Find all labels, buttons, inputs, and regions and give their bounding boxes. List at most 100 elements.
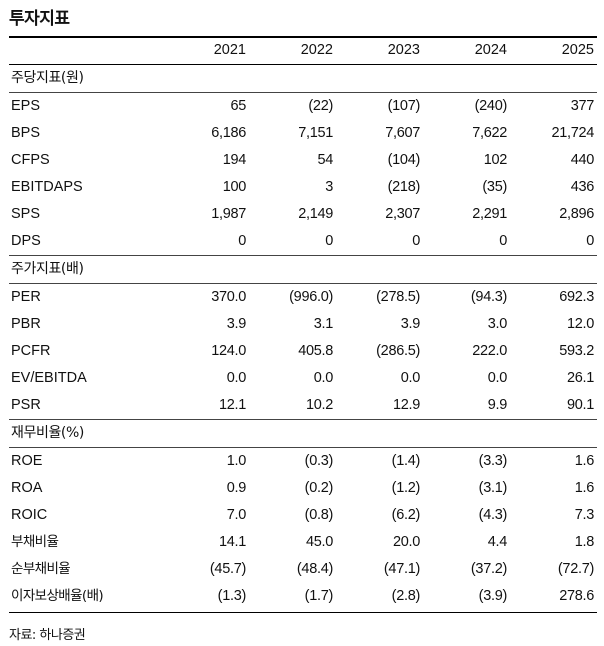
- table-row: PER 370.0 (996.0) (278.5) (94.3) 692.3: [9, 283, 597, 312]
- table-cell: 124.0: [211, 343, 246, 359]
- table-cell: 0: [412, 233, 420, 249]
- table-row: ROE 1.0 (0.3) (1.4) (3.3) 1.6: [9, 447, 597, 476]
- table-cell: 0.9: [226, 480, 247, 496]
- section-header: 주가지표(배): [9, 255, 597, 284]
- table-cell: (22): [308, 98, 333, 114]
- table-cell: 370.0: [211, 289, 246, 305]
- table-cell: 2,149: [298, 206, 333, 222]
- table-cell: (45.7): [209, 561, 246, 577]
- table-cell: 1.6: [574, 480, 595, 496]
- table-cell: 7.0: [226, 507, 247, 523]
- year-header: 2025: [561, 42, 594, 58]
- table-cell: (240): [474, 98, 508, 114]
- table-row: 부채비율 14.1 45.0 20.0 4.4 1.8: [9, 529, 597, 556]
- table-cell: 278.6: [559, 588, 594, 604]
- table-cell: 2,307: [385, 206, 420, 222]
- page-title: 투자지표: [9, 9, 70, 29]
- row-label: PBR: [11, 316, 41, 332]
- table-cell: (37.2): [470, 561, 507, 577]
- indicators-body: 주당지표(원) EPS 65 (22) (107) (240) 377 BPS 6,186 7,1…: [9, 65, 597, 611]
- row-label: BPS: [11, 125, 41, 141]
- row-label: PER: [11, 289, 41, 305]
- table-cell: 9.9: [487, 397, 508, 413]
- table-cell: 1.8: [574, 534, 595, 550]
- table-cell: (35): [482, 179, 507, 195]
- table-cell: (1.3): [217, 588, 247, 604]
- table-row: PCFR 124.0 405.8 (286.5) 222.0 593.2: [9, 338, 597, 365]
- row-label: CFPS: [11, 152, 50, 168]
- table-row: EV/EBITDA 0.0 0.0 0.0 0.0 26.1: [9, 365, 597, 392]
- table-row: PBR 3.9 3.1 3.9 3.0 12.0: [9, 311, 597, 338]
- row-label: PSR: [11, 397, 41, 413]
- table-cell: (3.9): [478, 588, 508, 604]
- table-cell: 54: [317, 152, 333, 168]
- table-cell: 692.3: [559, 289, 594, 305]
- table-cell: (1.4): [391, 453, 421, 469]
- table-cell: 0: [499, 233, 507, 249]
- table-row: 이자보상배율(배) (1.3) (1.7) (2.8) (3.9) 278.6: [9, 583, 597, 610]
- table-cell: (72.7): [557, 561, 594, 577]
- table-cell: 440: [570, 152, 595, 168]
- table-cell: (107): [387, 98, 421, 114]
- bottom-rule: [9, 612, 597, 613]
- table-cell: 1,987: [211, 206, 246, 222]
- table-cell: 0: [238, 233, 246, 249]
- table-cell: (278.5): [376, 289, 420, 305]
- table-row: DPS 0 0 0 0 0: [9, 228, 597, 256]
- table-row: ROIC 7.0 (0.8) (6.2) (4.3) 7.3: [9, 502, 597, 529]
- table-cell: (6.2): [391, 507, 421, 523]
- section-header-row: 주가지표(배): [9, 255, 597, 284]
- table-cell: 1.6: [574, 453, 595, 469]
- table-cell: 405.8: [298, 343, 333, 359]
- table-cell: 6,186: [211, 125, 246, 141]
- table-cell: 65: [230, 98, 246, 114]
- table-cell: (104): [387, 152, 421, 168]
- row-label: SPS: [11, 206, 41, 222]
- table-cell: (2.8): [391, 588, 421, 604]
- table-cell: 436: [570, 179, 595, 195]
- row-label: EBITDAPS: [11, 179, 83, 195]
- top-rule: [9, 36, 597, 38]
- table-cell: 3.1: [313, 316, 334, 332]
- table-cell: (94.3): [470, 289, 507, 305]
- table-cell: (1.2): [391, 480, 421, 496]
- row-label: 부채비율: [11, 534, 59, 550]
- table-cell: 222.0: [472, 343, 507, 359]
- table-cell: 1.0: [226, 453, 247, 469]
- table-cell: (4.3): [478, 507, 508, 523]
- row-label: ROIC: [11, 507, 48, 523]
- indicators-table: 2021 2022 2023 2024 2025 주당지표(원) EPS 65 (22…: [9, 37, 597, 610]
- year-header-row: 2021 2022 2023 2024 2025: [9, 37, 597, 65]
- table-cell: 0: [586, 233, 594, 249]
- table-cell: 7,622: [472, 125, 507, 141]
- table-cell: 0: [325, 233, 333, 249]
- table-cell: 0.0: [487, 370, 508, 386]
- section-header: 주당지표(원): [11, 70, 84, 86]
- table-cell: 2,896: [559, 206, 594, 222]
- table-cell: (0.2): [304, 480, 334, 496]
- table-cell: 21,724: [551, 125, 594, 141]
- table-cell: 26.1: [566, 370, 594, 386]
- table-cell: (47.1): [383, 561, 420, 577]
- table-cell: 0.0: [226, 370, 247, 386]
- table-cell: 14.1: [218, 534, 246, 550]
- table-cell: 0.0: [313, 370, 334, 386]
- table-cell: 12.9: [392, 397, 420, 413]
- table-cell: 593.2: [559, 343, 594, 359]
- table-cell: 20.0: [392, 534, 420, 550]
- table-row: PSR 12.1 10.2 12.9 9.9 90.1: [9, 392, 597, 420]
- section-header-row: 주당지표(원): [9, 65, 597, 93]
- table-row: EPS 65 (22) (107) (240) 377: [9, 92, 597, 121]
- table-row: 순부채비율 (45.7) (48.4) (47.1) (37.2) (72.7): [9, 556, 597, 583]
- table-cell: 377: [570, 98, 595, 114]
- table-cell: (48.4): [296, 561, 333, 577]
- table-cell: 90.1: [566, 397, 594, 413]
- table-cell: 3.9: [226, 316, 247, 332]
- table-cell: 194: [222, 152, 247, 168]
- table-cell: 7,151: [298, 125, 333, 141]
- row-label: DPS: [11, 233, 41, 249]
- table-row: CFPS 194 54 (104) 102 440: [9, 147, 597, 174]
- row-label: EV/EBITDA: [11, 370, 87, 386]
- table-cell: 7.3: [574, 507, 595, 523]
